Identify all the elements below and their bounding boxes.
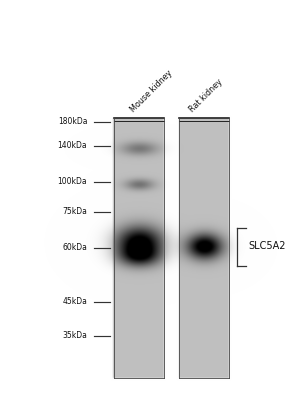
Text: 180kDa: 180kDa	[58, 118, 87, 126]
Text: 100kDa: 100kDa	[58, 178, 87, 186]
Text: 35kDa: 35kDa	[62, 332, 87, 340]
Text: Mouse kidney: Mouse kidney	[128, 68, 174, 114]
Text: 75kDa: 75kDa	[62, 208, 87, 216]
Text: SLC5A2: SLC5A2	[249, 241, 286, 251]
Text: 60kDa: 60kDa	[62, 244, 87, 252]
Text: 45kDa: 45kDa	[62, 298, 87, 306]
Text: 140kDa: 140kDa	[58, 142, 87, 150]
Text: Rat kidney: Rat kidney	[188, 77, 224, 114]
